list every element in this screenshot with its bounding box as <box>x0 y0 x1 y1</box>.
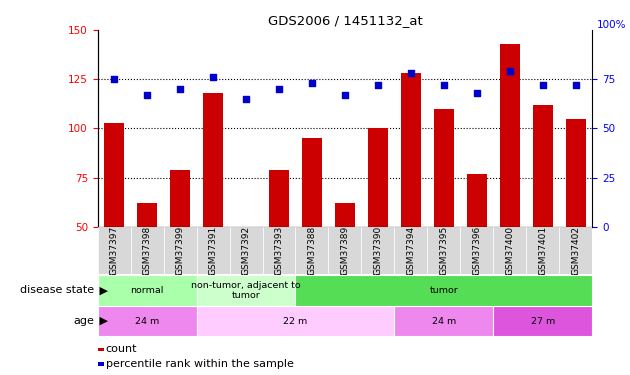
Bar <box>197 275 295 306</box>
Point <box>340 92 350 98</box>
Bar <box>295 227 328 274</box>
Title: GDS2006 / 1451132_at: GDS2006 / 1451132_at <box>268 15 422 27</box>
Text: GSM37391: GSM37391 <box>209 226 217 275</box>
Bar <box>559 227 592 274</box>
Bar <box>229 227 263 274</box>
Bar <box>493 306 592 336</box>
Text: GSM37396: GSM37396 <box>472 226 481 275</box>
Bar <box>493 227 526 274</box>
Bar <box>170 170 190 227</box>
Point <box>505 68 515 74</box>
Bar <box>98 306 197 336</box>
Text: GSM37392: GSM37392 <box>241 226 251 275</box>
Bar <box>164 227 197 274</box>
Text: GSM37401: GSM37401 <box>538 226 547 275</box>
Bar <box>137 203 157 227</box>
Bar <box>328 227 362 274</box>
Text: GSM37388: GSM37388 <box>307 226 316 275</box>
Bar <box>368 128 388 227</box>
Text: GSM37395: GSM37395 <box>439 226 449 275</box>
Bar <box>197 306 394 336</box>
Text: non-tumor, adjacent to
tumor: non-tumor, adjacent to tumor <box>191 280 301 300</box>
Bar <box>98 275 197 306</box>
Bar <box>104 123 124 227</box>
Bar <box>263 227 295 274</box>
Text: 22 m: 22 m <box>284 316 307 326</box>
Point <box>241 96 251 102</box>
Text: GSM37398: GSM37398 <box>142 226 152 275</box>
Text: ▶: ▶ <box>96 316 108 326</box>
Text: tumor: tumor <box>430 286 458 295</box>
Text: GSM37400: GSM37400 <box>505 226 514 275</box>
Bar <box>427 227 461 274</box>
Bar <box>295 275 592 306</box>
Point <box>274 86 284 92</box>
Text: GSM37393: GSM37393 <box>275 226 284 275</box>
Bar <box>394 227 427 274</box>
Text: percentile rank within the sample: percentile rank within the sample <box>106 359 294 369</box>
Text: disease state: disease state <box>20 285 94 295</box>
Text: GSM37402: GSM37402 <box>571 226 580 275</box>
Text: 24 m: 24 m <box>135 316 159 326</box>
Bar <box>335 203 355 227</box>
Point <box>307 80 317 86</box>
Bar <box>269 170 289 227</box>
Bar <box>130 227 164 274</box>
Bar <box>526 227 559 274</box>
Text: GSM37397: GSM37397 <box>110 226 118 275</box>
Text: GSM37390: GSM37390 <box>374 226 382 275</box>
Point <box>439 82 449 88</box>
Text: GSM37399: GSM37399 <box>176 226 185 275</box>
Text: GSM37394: GSM37394 <box>406 226 415 275</box>
Bar <box>302 138 322 227</box>
Point <box>571 82 581 88</box>
Bar <box>467 174 487 227</box>
Text: ▶: ▶ <box>96 285 108 295</box>
Bar <box>362 227 394 274</box>
Bar <box>401 74 421 227</box>
Text: normal: normal <box>130 286 164 295</box>
Text: 27 m: 27 m <box>530 316 555 326</box>
Point <box>109 76 119 82</box>
Bar <box>566 118 586 227</box>
Text: 24 m: 24 m <box>432 316 456 326</box>
Bar <box>394 306 493 336</box>
Text: 100%: 100% <box>597 20 627 30</box>
Point <box>406 70 416 76</box>
Text: GSM37389: GSM37389 <box>340 226 350 275</box>
Bar <box>203 93 223 227</box>
Bar <box>197 227 229 274</box>
Point <box>472 90 482 96</box>
Point <box>142 92 152 98</box>
Point <box>208 74 218 80</box>
Bar <box>533 105 553 227</box>
Point <box>373 82 383 88</box>
Text: count: count <box>106 345 137 354</box>
Bar <box>434 109 454 227</box>
Bar <box>461 227 493 274</box>
Point <box>538 82 548 88</box>
Point <box>175 86 185 92</box>
Text: age: age <box>74 316 94 326</box>
Bar <box>500 44 520 227</box>
Bar <box>98 227 130 274</box>
